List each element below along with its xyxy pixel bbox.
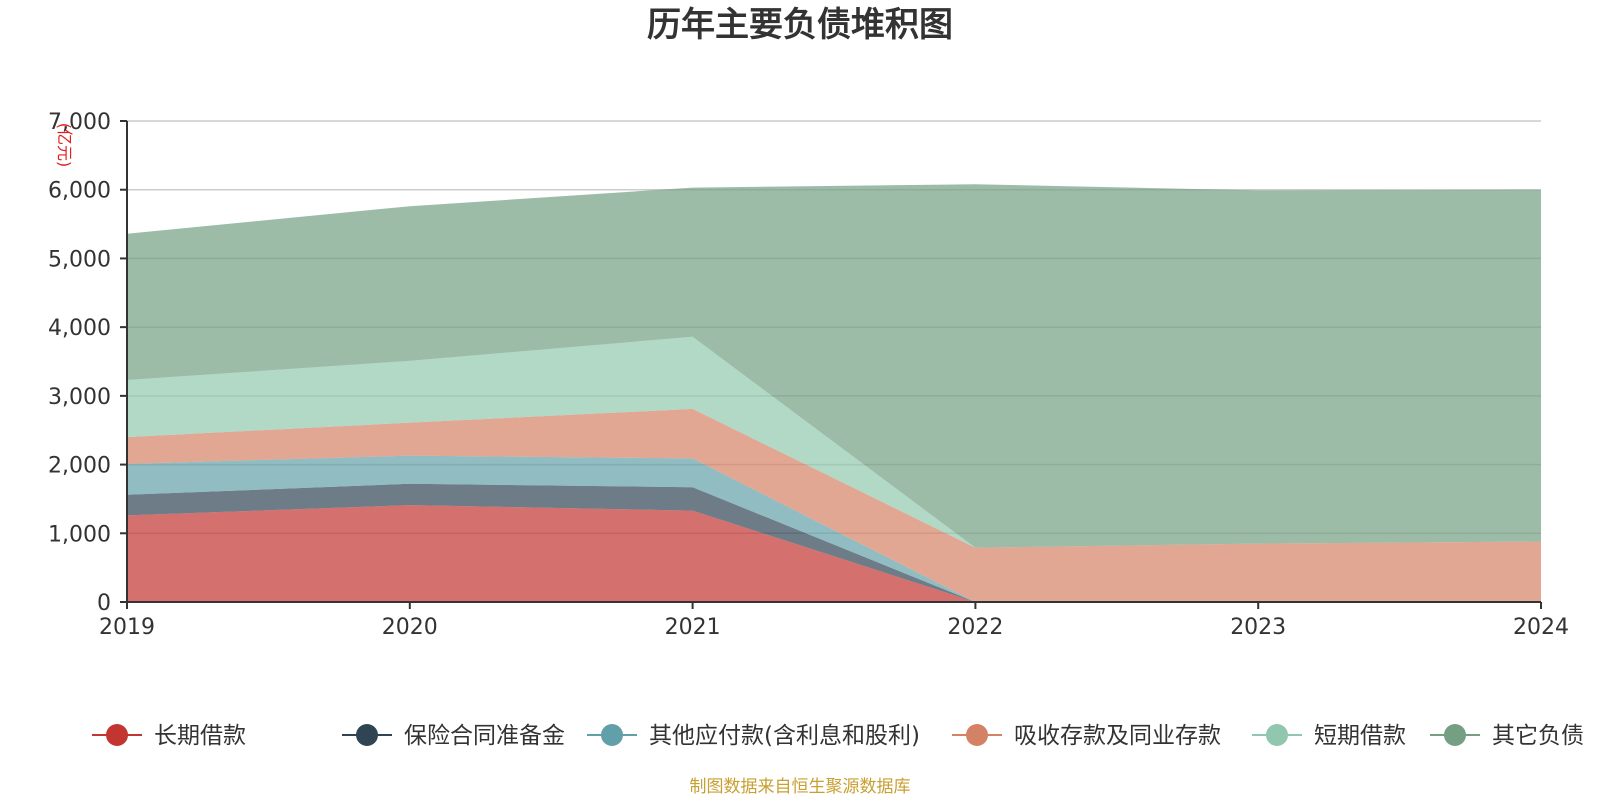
legend-marker [1266,724,1288,746]
area-series-2 [127,483,1541,602]
y-tick-label: 2,000 [48,454,111,479]
legend-marker [966,724,988,746]
legend-item[interactable]: 其它负债 [1430,723,1584,749]
y-tick-label: 3,000 [48,385,111,410]
x-tick-label: 2022 [947,615,1003,640]
legend-marker [106,724,128,746]
y-unit-label: (亿元) [55,123,74,168]
chart-title: 历年主要负债堆积图 [647,5,953,45]
legend-label: 吸收存款及同业存款 [1014,723,1221,749]
y-tick-label: 5,000 [48,247,111,272]
y-tick-label: 0 [97,591,111,616]
legend-label: 保险合同准备金 [404,723,565,749]
axes [120,120,1542,609]
legend-item[interactable]: 其他应付款(含利息和股利) [587,723,920,749]
legend-marker [1444,724,1466,746]
y-tick-label: 1,000 [48,522,111,547]
area-series-1 [127,505,1541,602]
y-tick-label: 6,000 [48,179,111,204]
legend-label: 长期借款 [154,723,246,749]
area-series-5 [127,336,1541,548]
area-series-4 [127,408,1541,602]
x-tick-label: 2020 [382,615,438,640]
legend-item[interactable]: 长期借款 [92,723,246,749]
x-tick-label: 2021 [665,615,721,640]
legend[interactable]: 长期借款 保险合同准备金 其他应付款(含利息和股利) 吸收存款及同业存款 短期借款 其它负… [92,723,1584,749]
legend-label: 其他应付款(含利息和股利) [649,723,920,749]
legend-marker [356,724,378,746]
y-tick-labels: 0 1,000 2,000 3,000 4,000 5,000 6,000 7,000 [48,110,111,616]
x-tick-label: 2024 [1513,615,1569,640]
series-areas [127,184,1541,602]
legend-label: 其它负债 [1492,723,1584,749]
x-tick-label: 2019 [99,615,155,640]
x-tick-label: 2023 [1230,615,1286,640]
y-tick-label: 7,000 [48,110,111,135]
y-tick-label: 4,000 [48,316,111,341]
data-source-note: 制图数据来自恒生聚源数据库 [690,777,911,797]
area-series-3 [127,455,1541,602]
legend-item[interactable]: 短期借款 [1252,723,1406,749]
area-series-6 [127,184,1541,548]
legend-marker [601,724,623,746]
x-tick-labels: 2019 2020 2021 2022 2023 2024 [99,615,1569,640]
legend-label: 短期借款 [1314,723,1406,749]
legend-item[interactable]: 吸收存款及同业存款 [952,723,1221,749]
legend-item[interactable]: 保险合同准备金 [342,723,565,749]
